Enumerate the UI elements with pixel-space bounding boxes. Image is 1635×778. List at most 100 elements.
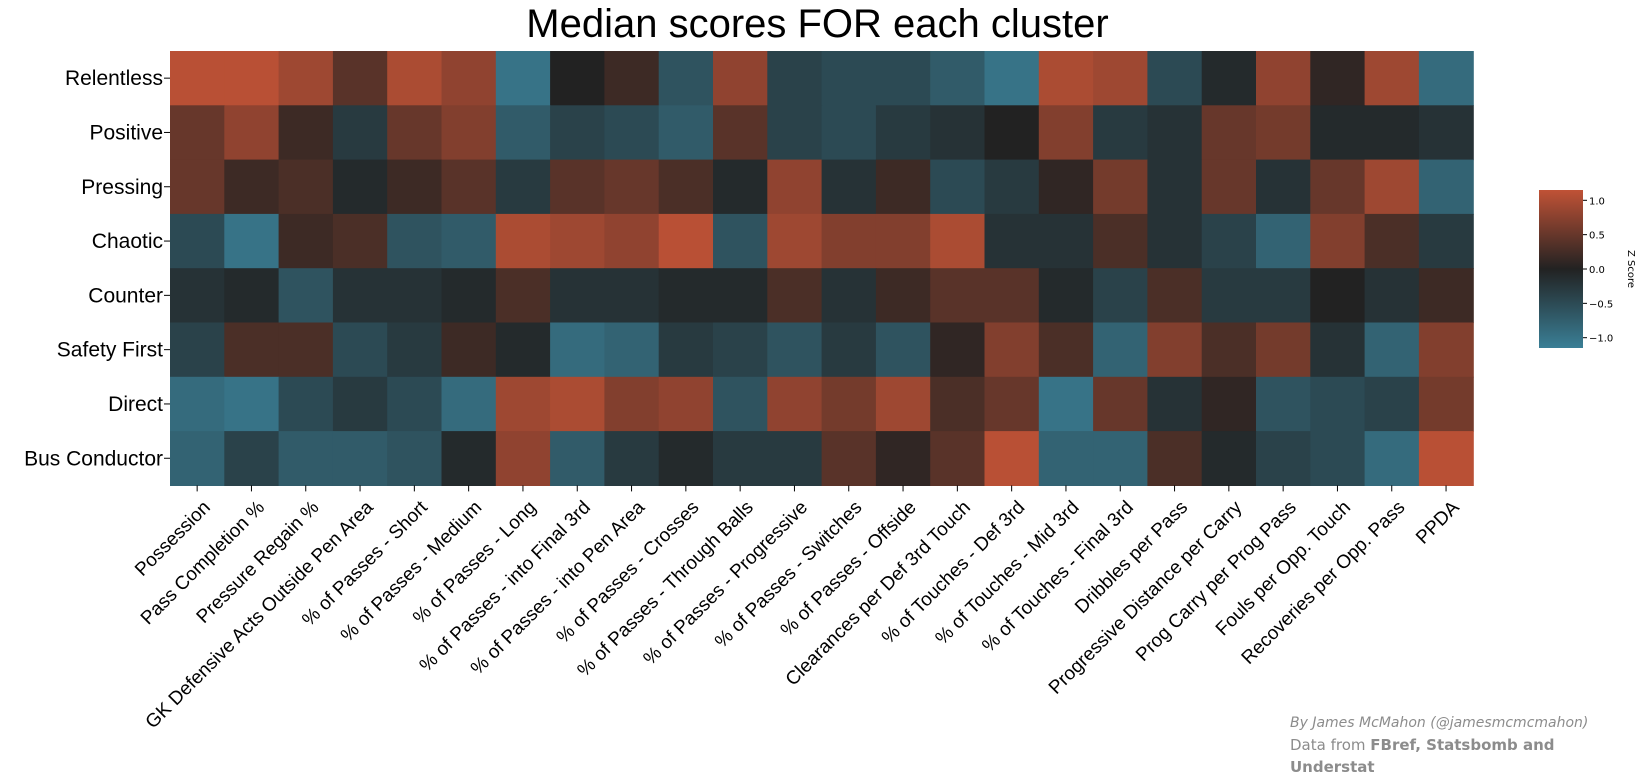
heatmap-cell-4-11 [713, 213, 768, 269]
heatmap-cell-3-11 [713, 159, 768, 215]
heatmap-cell-2-23 [1364, 105, 1420, 161]
heatmap-cell-4-14 [875, 213, 931, 269]
heatmap-cell-5-5 [387, 268, 443, 324]
heatmap-cell-7-11 [713, 376, 768, 432]
heatmap-cell-8-5 [387, 431, 443, 486]
heatmap-cell-6-24 [1418, 322, 1474, 378]
heatmap-cell-4-3 [278, 213, 334, 269]
heatmap-cell-5-9 [604, 268, 660, 324]
heatmap-cell-5-23 [1364, 268, 1420, 324]
heatmap-cell-5-13 [821, 268, 877, 324]
heatmap-chart: Relentless Positive Pressing Chaotic Counter… [24, 51, 1635, 733]
heatmap-cell-3-7 [495, 159, 551, 215]
heatmap-cell-4-13 [821, 213, 877, 269]
heatmap-cell-8-16 [984, 431, 1040, 486]
heatmap-cell-7-18 [1093, 376, 1148, 432]
heatmap-cell-1-20 [1201, 51, 1257, 106]
heatmap-cell-4-15 [930, 213, 986, 269]
heatmap-cell-7-8 [550, 376, 605, 432]
heatmap-cell-2-16 [984, 105, 1040, 161]
heatmap-cell-2-21 [1256, 105, 1311, 161]
heatmap-cell-4-6 [441, 213, 497, 269]
heatmap-cell-7-17 [1038, 376, 1094, 432]
heatmap-cell-2-1 [170, 105, 225, 161]
heatmap-cell-3-22 [1310, 159, 1366, 215]
heatmap-cell-2-7 [495, 105, 551, 161]
heatmap-cell-8-1 [170, 431, 225, 486]
heatmap-cell-3-13 [821, 159, 877, 215]
heatmap-cell-5-8 [550, 268, 605, 324]
heatmap-cell-1-24 [1418, 51, 1474, 106]
colorbar-tick-label: −0.5 [1589, 299, 1613, 310]
heatmap-cell-6-21 [1256, 322, 1311, 378]
heatmap-cell-6-16 [984, 322, 1040, 378]
colorbar-gradient [1539, 190, 1583, 348]
heatmap-cell-8-3 [278, 431, 334, 486]
row-label: Chaotic [92, 230, 163, 253]
heatmap-cell-5-24 [1418, 268, 1474, 324]
heatmap-cell-5-17 [1038, 268, 1094, 324]
heatmap-cell-5-6 [441, 268, 497, 324]
heatmap-cell-3-6 [441, 159, 497, 215]
heatmap-cell-5-18 [1093, 268, 1148, 324]
heatmap-cell-2-4 [332, 105, 388, 161]
heatmap-cell-8-17 [1038, 431, 1094, 486]
heatmap-cell-8-6 [441, 431, 497, 486]
heatmap-cell-5-12 [767, 268, 823, 324]
heatmap-cell-3-14 [875, 159, 931, 215]
source-credit: Data from FBref, Statsbomb and Understat [1290, 734, 1635, 778]
heatmap-cell-6-3 [278, 322, 334, 378]
heatmap-cell-7-15 [930, 376, 986, 432]
heatmap-cell-6-2 [224, 322, 280, 378]
heatmap-cell-8-15 [930, 431, 986, 486]
heatmap-cell-1-22 [1310, 51, 1366, 106]
heatmap-cell-1-2 [224, 51, 280, 106]
heatmap-cell-5-22 [1310, 268, 1366, 324]
heatmap-cell-8-14 [875, 431, 931, 486]
heatmap-cell-1-15 [930, 51, 986, 106]
heatmap-cell-8-23 [1364, 431, 1420, 486]
heatmap-cell-2-22 [1310, 105, 1366, 161]
heatmap-cell-4-8 [550, 213, 605, 269]
heatmap-cell-2-12 [767, 105, 823, 161]
heatmap-cell-4-22 [1310, 213, 1366, 269]
heatmap-cell-7-5 [387, 376, 443, 432]
heatmap-cell-7-1 [170, 376, 225, 432]
heatmap-cell-2-24 [1418, 105, 1474, 161]
heatmap-cell-1-9 [604, 51, 660, 106]
heatmap-cell-4-12 [767, 213, 823, 269]
heatmap-cell-4-10 [658, 213, 714, 269]
heatmap-cell-1-10 [658, 51, 714, 106]
heatmap-cell-2-17 [1038, 105, 1094, 161]
heatmap-cell-6-6 [441, 322, 497, 378]
heatmap-cell-2-6 [441, 105, 497, 161]
heatmap-cell-4-5 [387, 213, 443, 269]
heatmap-cell-2-18 [1093, 105, 1148, 161]
colorbar-label: Z Score [1625, 250, 1635, 288]
heatmap-cell-4-18 [1093, 213, 1148, 269]
heatmap-cell-8-2 [224, 431, 280, 486]
heatmap-cell-8-11 [713, 431, 768, 486]
heatmap-cell-2-15 [930, 105, 986, 161]
heatmap-cell-8-13 [821, 431, 877, 486]
heatmap-cell-3-23 [1364, 159, 1420, 215]
heatmap-cell-6-12 [767, 322, 823, 378]
heatmap-cell-5-14 [875, 268, 931, 324]
chart-title: Median scores FOR each cluster [526, 2, 1109, 46]
heatmap-cell-6-9 [604, 322, 660, 378]
heatmap-cell-4-16 [984, 213, 1040, 269]
heatmap-cell-6-10 [658, 322, 714, 378]
heatmap-cell-7-24 [1418, 376, 1474, 432]
row-label: Relentless [65, 67, 163, 90]
heatmap-cell-4-17 [1038, 213, 1094, 269]
heatmap-cell-4-1 [170, 213, 225, 269]
heatmap-cell-3-19 [1147, 159, 1203, 215]
heatmap-cell-3-21 [1256, 159, 1311, 215]
row-label: Pressing [81, 176, 163, 199]
heatmap-cell-7-13 [821, 376, 877, 432]
heatmap-cell-8-8 [550, 431, 605, 486]
heatmap-cell-7-20 [1201, 376, 1257, 432]
heatmap-cell-4-2 [224, 213, 280, 269]
heatmap-cell-4-19 [1147, 213, 1203, 269]
row-label: Counter [88, 284, 163, 307]
